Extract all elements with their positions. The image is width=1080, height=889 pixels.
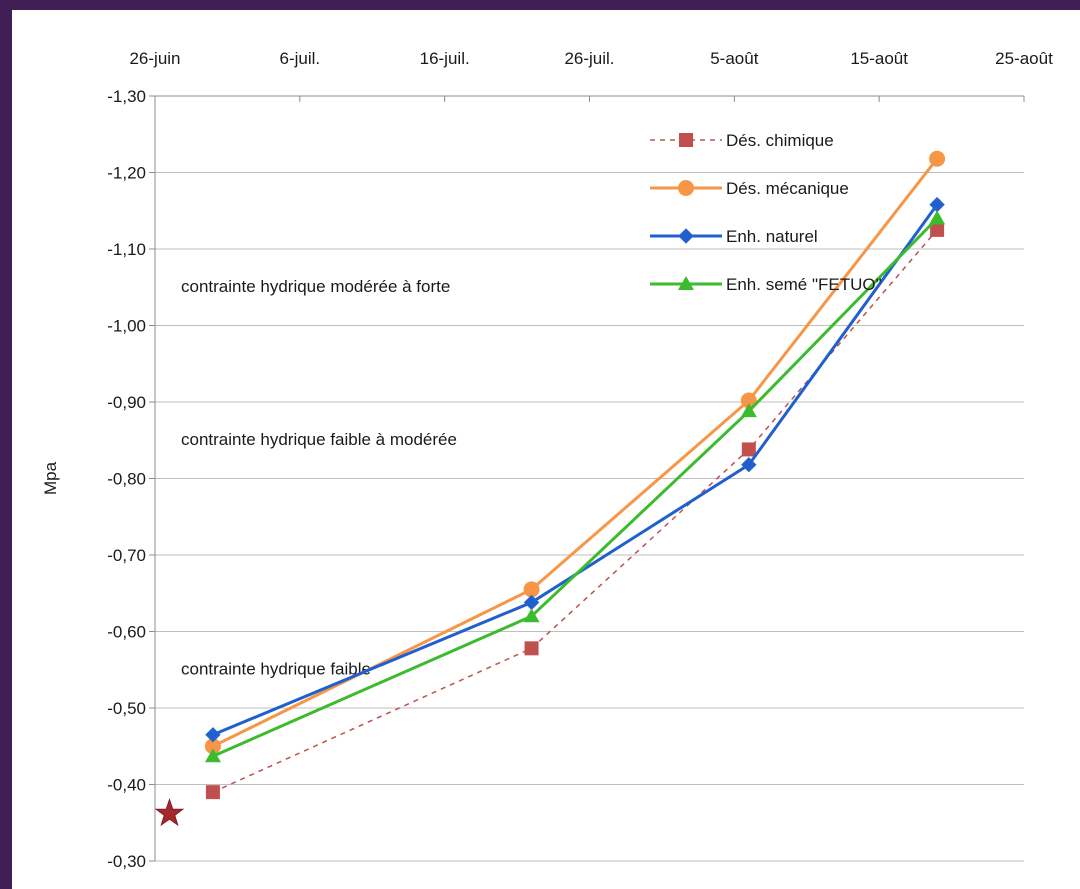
legend: Dés. chimique Dés. mécanique Enh. naturel E… (650, 131, 882, 294)
y-tick-label: -0,70 (107, 546, 146, 565)
legend-label: Dés. mécanique (726, 179, 849, 198)
series-0 (205, 222, 945, 800)
axes: -0,30 -0,40 -0,50 -0,60 -0,70 -0,80 -0,90 -1,00… (41, 49, 1053, 871)
series-3 (204, 210, 946, 763)
y-tick-label: -0,80 (107, 470, 146, 489)
data-point (740, 392, 757, 409)
legend-label: Enh. naturel (726, 227, 818, 246)
data-point (930, 222, 945, 237)
series-line (212, 217, 939, 758)
x-tick-label: 26-juin (129, 49, 180, 68)
x-tick-label: 16-juil. (420, 49, 470, 68)
y-tick-label: -0,90 (107, 393, 146, 412)
y-tick-label: -1,20 (107, 164, 146, 183)
data-point (929, 210, 946, 225)
x-tick-label: 15-août (850, 49, 908, 68)
data-point (205, 727, 221, 743)
data-point (204, 748, 221, 763)
data-point (523, 581, 540, 598)
data-point (204, 738, 221, 755)
y-tick-label: -0,50 (107, 699, 146, 718)
data-point (741, 442, 756, 457)
series-line (212, 229, 938, 793)
x-tick-label: 6-juil. (280, 49, 321, 68)
legend-entry: Dés. mécanique (650, 179, 849, 198)
legend-marker (678, 180, 694, 196)
x-tick-label: 5-août (710, 49, 758, 68)
stress-bands: contrainte hydrique faible contrainte hyd… (181, 277, 457, 679)
x-tick-label: 25-août (995, 49, 1053, 68)
legend-label: Enh. semé "FETUO" (726, 275, 882, 294)
y-tick-label: -0,40 (107, 776, 146, 795)
y-tick-label: -1,30 (107, 87, 146, 106)
data-series (154, 150, 946, 827)
legend-entry: Dés. chimique (650, 131, 834, 150)
legend-marker (679, 133, 693, 147)
data-point (523, 594, 540, 611)
data-point (740, 403, 757, 418)
legend-label: Dés. chimique (726, 131, 834, 150)
band-label: contrainte hydrique modérée à forte (181, 277, 450, 296)
x-tick-label: 26-juil. (564, 49, 614, 68)
data-point (741, 457, 757, 473)
data-point (929, 150, 946, 167)
y-tick-label: -1,10 (107, 240, 146, 259)
y-tick-label: -1,00 (107, 317, 146, 336)
legend-entry: Enh. semé "FETUO" (650, 275, 882, 294)
gridlines (155, 95, 1024, 862)
star-marker (154, 798, 185, 827)
y-axis-title: Mpa (41, 461, 60, 495)
band-label: contrainte hydrique faible (181, 660, 371, 679)
data-point (205, 785, 220, 800)
data-point (524, 641, 539, 656)
legend-marker (678, 228, 694, 244)
legend-marker (678, 276, 694, 290)
series-line (212, 157, 939, 748)
band-label: contrainte hydrique faible à modérée (181, 430, 457, 449)
data-point (523, 608, 540, 623)
y-tick-label: -0,60 (107, 623, 146, 642)
y-tick-label: -0,30 (107, 852, 146, 871)
series-line (212, 203, 939, 737)
chart-container: contrainte hydrique faible contrainte hyd… (12, 10, 1080, 889)
legend-entry: Enh. naturel (650, 227, 818, 246)
line-chart: contrainte hydrique faible contrainte hyd… (41, 49, 1053, 871)
